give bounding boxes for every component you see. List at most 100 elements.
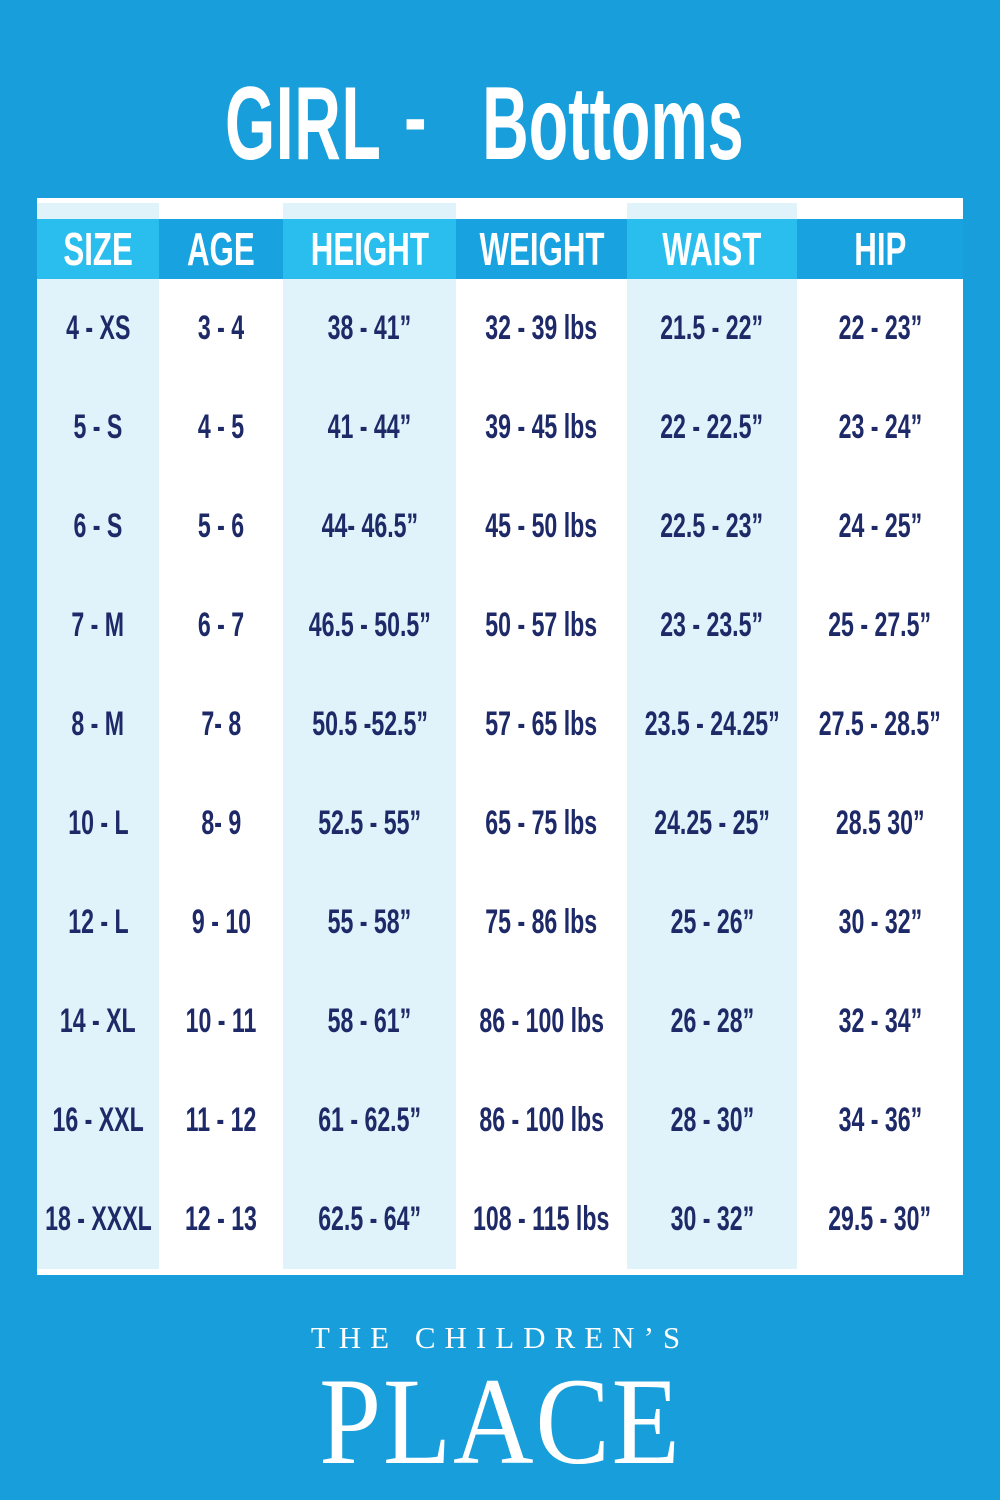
table-cell: 28 - 30” — [626, 1071, 798, 1170]
table-row: 18 - XXXL 12 - 13 62.5 - 64” 108 - 115 lbs 3… — [37, 1170, 963, 1269]
table-row: 14 - XL 10 - 11 58 - 61” 86 - 100 lbs 26 - 2… — [37, 972, 963, 1071]
table-top-strip — [37, 198, 963, 219]
cell-value: 8 - M — [71, 705, 125, 743]
brand-logo: THE CHILDREN’S PLACE — [0, 1318, 1000, 1484]
cell-value: 75 - 86 lbs — [485, 903, 598, 941]
cell-value: 32 - 39 lbs — [485, 309, 598, 347]
title-category: Bottoms — [481, 66, 744, 182]
cell-value: 29.5 - 30” — [828, 1200, 932, 1238]
cell-value: 44- 46.5” — [321, 507, 419, 545]
cell-value: 28.5 30” — [835, 804, 925, 842]
table-row: 5 - S 4 - 5 41 - 44” 39 - 45 lbs 22 - 22.5” 2… — [37, 378, 963, 477]
table-row: 12 - L 9 - 10 55 - 58” 75 - 86 lbs 25 - 26” 3… — [37, 873, 963, 972]
table-cell: 46.5 - 50.5” — [283, 576, 457, 675]
table-cell: 25 - 27.5” — [797, 576, 963, 675]
column-header-waist: WAIST — [626, 219, 798, 279]
cell-value: 24.25 - 25” — [654, 804, 770, 842]
column-header-label: HEIGHT — [310, 223, 429, 275]
table-cell: 45 - 50 lbs — [456, 477, 627, 576]
table-cell: 75 - 86 lbs — [456, 873, 627, 972]
cell-value: 23 - 23.5” — [660, 606, 764, 644]
table-cell: 11 - 12 — [159, 1071, 284, 1170]
cell-value: 23 - 24” — [838, 408, 922, 446]
cell-value: 6 - 7 — [198, 606, 245, 644]
cell-value: 50 - 57 lbs — [485, 606, 598, 644]
table-cell: 57 - 65 lbs — [456, 675, 627, 774]
table-cell: 7 - M — [37, 576, 160, 675]
cell-value: 9 - 10 — [191, 903, 251, 941]
cell-value: 22.5 - 23” — [660, 507, 764, 545]
table-row: 7 - M 6 - 7 46.5 - 50.5” 50 - 57 lbs 23 - 23… — [37, 576, 963, 675]
table-cell: 30 - 32” — [626, 1170, 798, 1269]
size-chart-table: SIZE AGE HEIGHT WEIGHT WAIST HIP 4 - XS 3 - 4 3… — [37, 198, 963, 1275]
table-cell: 65 - 75 lbs — [456, 774, 627, 873]
cell-value: 3 - 4 — [198, 309, 245, 347]
cell-value: 26 - 28” — [670, 1002, 754, 1040]
column-header-age: AGE — [159, 219, 284, 279]
table-cell: 52.5 - 55” — [283, 774, 457, 873]
table-cell: 22 - 22.5” — [626, 378, 798, 477]
table-row: 4 - XS 3 - 4 38 - 41” 32 - 39 lbs 21.5 - 22”… — [37, 279, 963, 378]
top-strip-segment — [456, 203, 626, 219]
cell-value: 7- 8 — [201, 705, 242, 743]
cell-value: 27.5 - 28.5” — [819, 705, 942, 743]
table-cell: 30 - 32” — [797, 873, 963, 972]
table-body: 4 - XS 3 - 4 38 - 41” 32 - 39 lbs 21.5 - 22”… — [37, 279, 963, 1269]
table-cell: 14 - XL — [37, 972, 160, 1071]
cell-value: 23.5 - 24.25” — [644, 705, 780, 743]
table-cell: 38 - 41” — [283, 279, 457, 378]
table-cell: 24 - 25” — [797, 477, 963, 576]
title-dash: - — [403, 70, 427, 166]
cell-value: 4 - 5 — [198, 408, 245, 446]
column-header-hip: HIP — [797, 219, 963, 279]
table-cell: 23 - 24” — [797, 378, 963, 477]
table-cell: 32 - 34” — [797, 972, 963, 1071]
table-cell: 22 - 23” — [797, 279, 963, 378]
table-cell: 29.5 - 30” — [797, 1170, 963, 1269]
table-cell: 61 - 62.5” — [283, 1071, 457, 1170]
table-cell: 86 - 100 lbs — [456, 972, 627, 1071]
cell-value: 45 - 50 lbs — [485, 507, 598, 545]
cell-value: 10 - L — [67, 804, 129, 842]
table-cell: 3 - 4 — [159, 279, 284, 378]
page-title: GIRL - Bottoms — [0, 64, 1000, 184]
column-header-label: WEIGHT — [479, 223, 605, 275]
table-cell: 23.5 - 24.25” — [626, 675, 798, 774]
cell-value: 18 - XXXL — [44, 1200, 152, 1238]
top-strip-segment — [159, 203, 283, 219]
table-row: 6 - S 5 - 6 44- 46.5” 45 - 50 lbs 22.5 - 23”… — [37, 477, 963, 576]
table-cell: 62.5 - 64” — [283, 1170, 457, 1269]
cell-value: 34 - 36” — [838, 1101, 922, 1139]
cell-value: 25 - 27.5” — [828, 606, 932, 644]
cell-value: 39 - 45 lbs — [485, 408, 598, 446]
cell-value: 41 - 44” — [328, 408, 412, 446]
cell-value: 7 - M — [71, 606, 125, 644]
table-cell: 6 - 7 — [159, 576, 284, 675]
table-cell: 32 - 39 lbs — [456, 279, 627, 378]
cell-value: 57 - 65 lbs — [485, 705, 598, 743]
table-cell: 5 - 6 — [159, 477, 284, 576]
cell-value: 55 - 58” — [328, 903, 412, 941]
column-header-height: HEIGHT — [283, 219, 457, 279]
table-cell: 55 - 58” — [283, 873, 457, 972]
cell-value: 65 - 75 lbs — [485, 804, 598, 842]
table-cell: 22.5 - 23” — [626, 477, 798, 576]
table-cell: 86 - 100 lbs — [456, 1071, 627, 1170]
top-strip-segment — [283, 203, 457, 219]
cell-value: 6 - S — [73, 507, 123, 545]
cell-value: 62.5 - 64” — [318, 1200, 422, 1238]
cell-value: 5 - 6 — [198, 507, 245, 545]
table-cell: 10 - 11 — [159, 972, 284, 1071]
table-cell: 58 - 61” — [283, 972, 457, 1071]
cell-value: 5 - S — [73, 408, 123, 446]
column-header-label: SIZE — [63, 223, 133, 275]
table-cell: 25 - 26” — [626, 873, 798, 972]
table-cell: 12 - 13 — [159, 1170, 284, 1269]
table-cell: 4 - 5 — [159, 378, 284, 477]
table-cell: 9 - 10 — [159, 873, 284, 972]
table-row: 8 - M 7- 8 50.5 -52.5” 57 - 65 lbs 23.5 - 24… — [37, 675, 963, 774]
brand-name-line1: THE CHILDREN’S — [310, 1320, 690, 1355]
cell-value: 58 - 61” — [328, 1002, 412, 1040]
table-cell: 108 - 115 lbs — [456, 1170, 627, 1269]
cell-value: 8- 9 — [201, 804, 242, 842]
